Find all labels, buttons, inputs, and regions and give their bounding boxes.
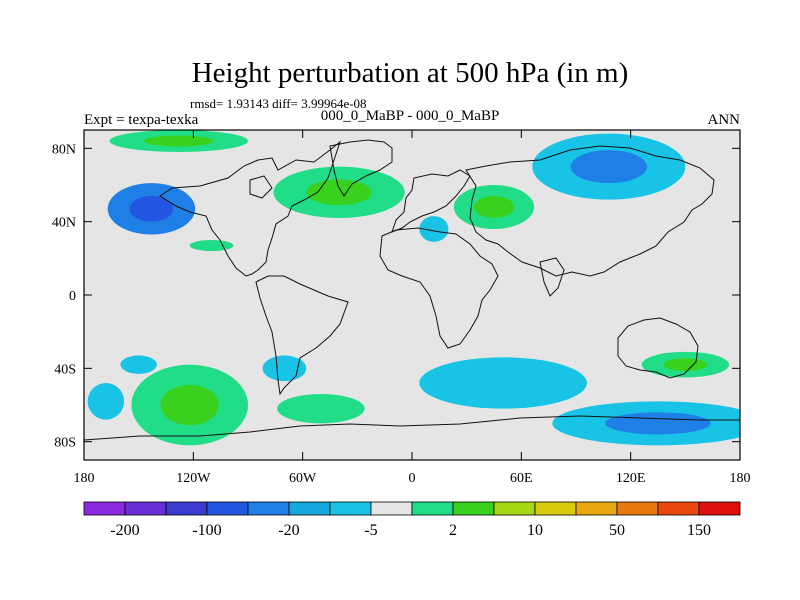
colorbar-swatch: [616, 501, 659, 516]
asia-coastline: [465, 145, 715, 277]
colorbar: -200 -100 -20 -5 2 10 50 150: [83, 501, 741, 539]
colorbar-swatch: [575, 501, 618, 516]
x-tick-label: 180: [730, 471, 751, 486]
colorbar-swatch: [329, 501, 372, 516]
colorbar-swatch: [493, 501, 536, 516]
colorbar-label: 50: [609, 522, 625, 539]
anomaly-region-12: [419, 357, 587, 409]
axis-layer: 180 120W 60W 0 60E 120E 180 80N 40N 0 40S 80S: [52, 130, 751, 486]
colorbar-label: -200: [110, 522, 139, 539]
colorbar-swatch: [698, 501, 741, 516]
colorbar-swatch: [370, 501, 413, 516]
y-tick-label: 80N: [52, 142, 76, 157]
anomaly-region-10: [277, 394, 365, 424]
anomaly-region-11: [262, 355, 307, 382]
anomaly-core-0: [129, 196, 174, 222]
south-america-coastline: [255, 275, 349, 396]
y-tick-label: 80S: [54, 436, 76, 451]
anomaly-core-4: [473, 196, 515, 218]
anomaly-region-5: [419, 216, 449, 242]
colorbar-swatch: [411, 501, 454, 516]
x-tick-label: 180: [74, 471, 95, 486]
x-tick-label: 60W: [289, 471, 317, 486]
experiment-label: Expt = texpa-texka: [84, 112, 199, 128]
anomaly-core-2: [306, 179, 372, 206]
colorbar-label: 2: [449, 522, 457, 539]
anomaly-core-1: [144, 135, 214, 147]
map-panel: 180 120W 60W 0 60E 120E 180 80N 40N 0 40S 80S: [52, 129, 751, 486]
anomaly-region-8: [87, 383, 125, 420]
colorbar-swatch: [288, 501, 331, 516]
colorbar-swatch: [452, 501, 495, 516]
stats-label: rmsd= 1.93143 diff= 3.99964e-08: [190, 96, 367, 111]
coastlines: [84, 139, 740, 441]
africa-coastline: [379, 227, 499, 349]
anomaly-core-14: [663, 358, 708, 372]
colorbar-swatch: [657, 501, 700, 516]
season-label: ANN: [708, 112, 741, 128]
x-tick-label: 60E: [510, 471, 533, 486]
anomaly-core-13: [605, 412, 711, 435]
chart-title: Height perturbation at 500 hPa (in m): [192, 57, 629, 89]
y-tick-label: 40S: [54, 362, 76, 377]
x-tick-label: 0: [409, 471, 416, 486]
period-label: 000_0_MaBP - 000_0_MaBP: [321, 108, 500, 124]
australia-coastline: [617, 317, 699, 379]
europe-coastline: [391, 169, 471, 233]
colorbar-label: -5: [364, 522, 377, 539]
y-tick-label: 0: [69, 289, 76, 304]
colorbar-swatch: [165, 501, 208, 516]
anomaly-core-6: [570, 150, 648, 184]
x-tick-label: 120E: [616, 471, 646, 486]
colorbar-swatch: [534, 501, 577, 516]
x-tick-label: 120W: [176, 471, 211, 486]
north-america-coastline: [159, 140, 342, 277]
colorbar-label: -20: [278, 522, 299, 539]
greenland-coastline: [329, 139, 393, 197]
colorbar-swatch: [124, 501, 167, 516]
colorbar-swatch: [206, 501, 249, 516]
anomaly-region-9: [120, 355, 157, 374]
colorbar-label: 150: [687, 522, 711, 539]
india-coastline: [539, 257, 565, 297]
hudson-bay-outline: [249, 175, 273, 199]
anomaly-region-3: [189, 240, 234, 251]
colorbar-label: -100: [192, 522, 221, 539]
antarctica-coastline: [84, 415, 740, 441]
y-tick-label: 40N: [52, 216, 76, 231]
colorbar-label: 10: [527, 522, 543, 539]
colorbar-swatch: [247, 501, 290, 516]
colorbar-swatch: [83, 501, 126, 516]
anomaly-core-7: [160, 384, 219, 426]
